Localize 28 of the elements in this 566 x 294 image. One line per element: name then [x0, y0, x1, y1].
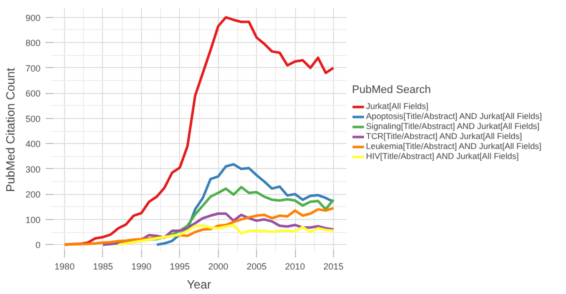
y-tick-label: 500 — [25, 114, 41, 124]
legend-label: Jurkat[All Fields] — [366, 101, 428, 111]
x-tick-label: 1990 — [131, 262, 152, 272]
x-tick-label: 2010 — [285, 262, 306, 272]
y-tick-label: 600 — [25, 88, 41, 99]
legend-label: Leukemia[Title/Abstract] AND Jurkat[All Fields] — [366, 141, 542, 151]
legend-title: PubMed Search — [352, 84, 432, 96]
y-tick-label: 0 — [35, 240, 41, 250]
y-tick-label: 900 — [25, 12, 41, 23]
y-tick-label: 400 — [25, 139, 41, 150]
y-tick-label: 700 — [25, 63, 41, 74]
x-tick-label: 2015 — [323, 262, 344, 272]
legend-label: TCR[Title/Abstract] AND Jurkat[All Fields] — [366, 131, 522, 141]
x-tick-label: 1985 — [92, 262, 113, 272]
y-tick-label: 200 — [25, 190, 41, 200]
x-tick-label: 2000 — [208, 262, 228, 272]
y-tick-label: 100 — [25, 214, 41, 225]
x-tick-label: 2005 — [246, 262, 267, 272]
legend-label: Apoptosis[Title/Abstract] AND Jurkat[All Fields] — [366, 111, 542, 121]
x-tick-label: 1980 — [54, 262, 75, 272]
legend-label: Signaling[Title/Abstract] AND Jurkat[All Fields] — [366, 121, 540, 131]
x-tick-label: 1995 — [170, 262, 190, 272]
line-series — [117, 224, 335, 246]
y-tick-label: 300 — [25, 164, 41, 174]
x-axis-title: Year — [186, 278, 212, 292]
legend-label: HIV[Title/Abstract] AND Jurkat[All Fields] — [366, 151, 519, 161]
y-tick-label: 800 — [25, 38, 41, 48]
y-axis-title: PubMed Citation Count — [3, 67, 18, 192]
